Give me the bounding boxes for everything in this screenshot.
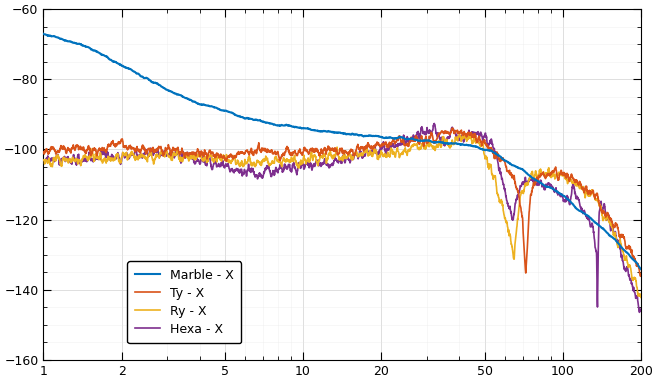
- Ry - X: [39, 157, 47, 162]
- Line: Ry - X: Ry - X: [43, 134, 641, 297]
- Hexa - X: [637, 308, 645, 313]
- Hexa - X: [269, 172, 277, 176]
- Ty - X: [269, 151, 277, 156]
- Legend: Marble - X, Ty - X, Ry - X, Hexa - X: Marble - X, Ty - X, Ry - X, Hexa - X: [127, 261, 241, 343]
- Marble - X: [561, 194, 569, 199]
- Ty - X: [39, 150, 47, 154]
- Marble - X: [269, 121, 277, 126]
- Marble - X: [143, 76, 151, 80]
- Ry - X: [561, 175, 569, 179]
- Hexa - X: [430, 121, 438, 126]
- Ry - X: [625, 264, 633, 268]
- Ty - X: [637, 274, 645, 278]
- Hexa - X: [635, 310, 643, 315]
- Hexa - X: [625, 274, 633, 279]
- Marble - X: [625, 253, 633, 257]
- Ry - X: [294, 163, 302, 167]
- Ry - X: [269, 160, 277, 164]
- Ty - X: [143, 150, 151, 155]
- Line: Hexa - X: Hexa - X: [43, 123, 641, 312]
- Marble - X: [637, 267, 645, 271]
- Ty - X: [561, 172, 569, 176]
- Ty - X: [637, 272, 645, 277]
- Hexa - X: [561, 200, 569, 204]
- Marble - X: [108, 58, 116, 63]
- Marble - X: [39, 32, 47, 36]
- Ry - X: [456, 132, 464, 137]
- Line: Marble - X: Marble - X: [43, 34, 641, 269]
- Ry - X: [143, 157, 151, 162]
- Ty - X: [625, 247, 633, 251]
- Marble - X: [294, 125, 302, 130]
- Ry - X: [637, 295, 645, 299]
- Hexa - X: [294, 161, 302, 165]
- Hexa - X: [143, 148, 151, 153]
- Line: Ty - X: Ty - X: [43, 128, 641, 276]
- Hexa - X: [108, 153, 116, 158]
- Ty - X: [108, 140, 116, 144]
- Hexa - X: [39, 158, 47, 162]
- Ty - X: [294, 149, 302, 153]
- Ty - X: [448, 126, 456, 131]
- Ry - X: [108, 156, 116, 160]
